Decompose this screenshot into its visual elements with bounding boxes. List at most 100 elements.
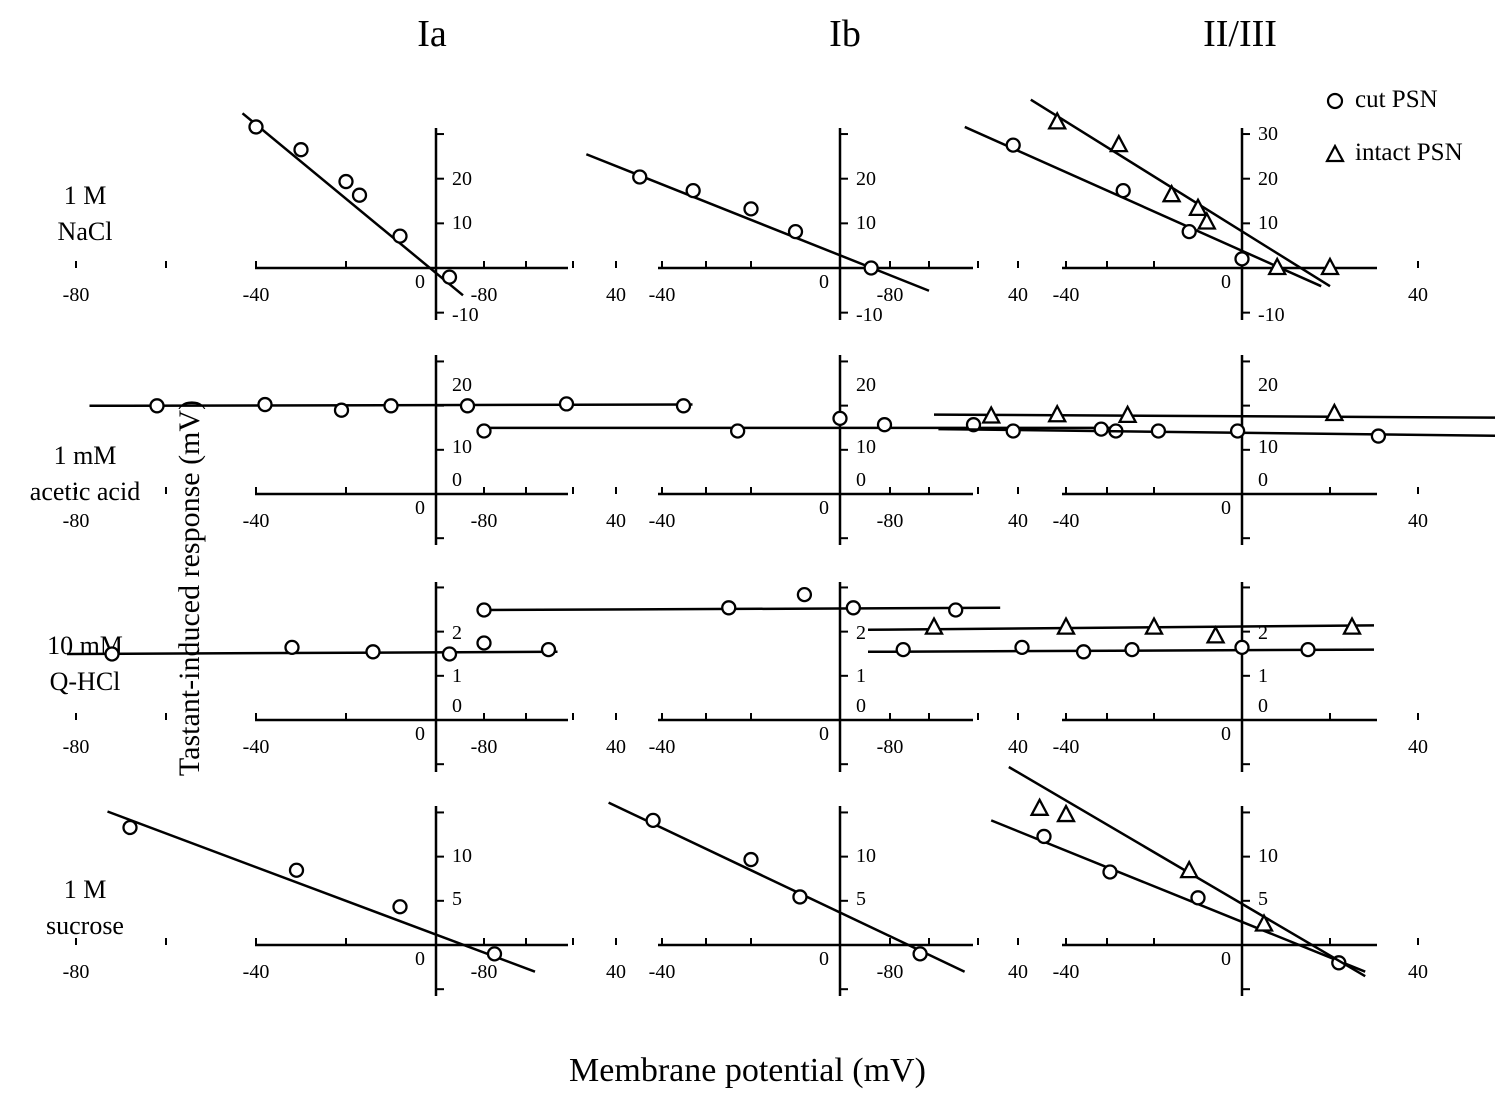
data-point-circle: [832, 410, 848, 427]
y-tick-label: 10: [1258, 212, 1278, 234]
fit-line: [990, 819, 1366, 973]
row-label-line1: 1 mM: [53, 441, 117, 470]
legend-label: cut PSN: [1355, 86, 1438, 113]
data-point-circle: [796, 586, 813, 603]
x-tick-label: 40: [1008, 736, 1028, 758]
data-point-circle: [730, 423, 746, 439]
panel-2: -80 -40 0 40 20 10 -10: [471, 128, 1108, 326]
fit-line: [1030, 98, 1331, 288]
data-point-circle: [912, 946, 928, 962]
y-tick-label: 10: [856, 212, 876, 234]
y-tick-label: 1: [1258, 665, 1268, 687]
x-tick-label: 0: [1221, 497, 1231, 519]
y-tick-label: 0: [1258, 469, 1268, 491]
x-tick-label: -80: [877, 284, 904, 306]
data-point-circle: [895, 641, 911, 658]
data-point-circle: [632, 169, 648, 185]
y-tick-label: 5: [452, 888, 462, 910]
data-point-circle: [459, 398, 476, 414]
data-point-circle: [288, 862, 305, 878]
x-tick-label: -80: [877, 961, 904, 983]
data-point-circle: [392, 899, 408, 915]
data-point-circle: [792, 889, 808, 905]
y-tick-label: 10: [452, 845, 472, 867]
x-tick-label: -40: [1053, 284, 1080, 306]
row-label-line1: 1 M: [63, 875, 107, 904]
panel-8: -80 -40 0 40 2 1 0: [471, 582, 1108, 772]
x-tick-label: -40: [649, 961, 676, 983]
x-tick-label: 40: [1408, 961, 1428, 983]
data-point-triangle: [1254, 913, 1274, 932]
data-point-triangle: [1056, 616, 1076, 635]
data-point-triangle: [1324, 402, 1345, 422]
data-point-circle: [383, 398, 399, 414]
x-tick-label: 0: [415, 948, 425, 970]
x-axis-label: Membrane potential (mV): [569, 1052, 926, 1089]
data-point-triangle: [1179, 859, 1200, 879]
data-point-triangle: [1320, 256, 1340, 276]
data-point-circle: [365, 644, 381, 660]
x-tick-label: 40: [1008, 961, 1028, 983]
data-point-circle: [392, 228, 408, 244]
data-point-circle: [645, 812, 661, 829]
panel-12: -80 -40 0 40 10 5: [877, 765, 1428, 996]
y-tick-label: 20: [1258, 374, 1278, 396]
x-tick-label: 40: [1008, 510, 1028, 532]
x-tick-label: -80: [471, 736, 498, 758]
data-point-circle: [743, 851, 759, 868]
data-point-circle: [1036, 828, 1052, 845]
data-point-circle: [721, 600, 737, 616]
x-tick-label: -80: [63, 284, 90, 306]
x-tick-label: -80: [63, 736, 90, 758]
x-tick-label: 40: [1408, 284, 1428, 306]
data-point-circle: [441, 269, 458, 285]
data-point-circle: [1014, 639, 1030, 656]
legend-label: intact PSN: [1355, 139, 1463, 166]
x-tick-label: -80: [471, 284, 498, 306]
y-tick-label: 10: [1258, 436, 1278, 458]
data-point-triangle: [1205, 624, 1226, 644]
data-point-circle: [675, 398, 692, 414]
row-label-line2: acetic acid: [29, 477, 141, 506]
y-tick-label: 0: [452, 469, 462, 491]
data-point-triangle: [1188, 197, 1208, 217]
y-tick-label: 2: [452, 622, 462, 644]
y-tick-label: 1: [856, 665, 866, 687]
data-point-triangle: [1144, 616, 1164, 635]
data-point-triangle: [1342, 616, 1362, 635]
data-point-circle: [149, 398, 165, 414]
data-point-circle: [787, 223, 804, 240]
legend-item-cut: cut PSN: [1325, 85, 1438, 115]
data-point-circle: [1190, 890, 1206, 906]
x-tick-label: 0: [819, 497, 829, 519]
data-point-triangle: [1117, 404, 1138, 424]
y-tick-label: -10: [452, 304, 479, 326]
y-tick-label: 30: [1258, 123, 1278, 145]
data-point-circle: [743, 201, 759, 217]
y-tick-label: 0: [856, 695, 866, 717]
x-tick-label: -40: [649, 736, 676, 758]
legend-item-intact: intact PSN: [1325, 138, 1463, 168]
row-label-line2: NaCl: [57, 217, 113, 246]
fit-line: [66, 650, 558, 656]
data-point-triangle: [1267, 256, 1288, 276]
x-tick-label: -80: [877, 510, 904, 532]
x-tick-label: 0: [415, 723, 425, 745]
x-tick-label: 0: [415, 497, 425, 519]
fit-line: [241, 112, 464, 297]
data-point-circle: [122, 819, 138, 836]
y-tick-label: 0: [856, 469, 866, 491]
x-tick-label: -40: [243, 961, 270, 983]
x-tick-label: -40: [243, 284, 270, 306]
panel-11: -80 -40 0 40 10 5: [471, 801, 1108, 996]
x-tick-label: -40: [649, 284, 676, 306]
y-tick-label: 20: [1258, 168, 1278, 190]
data-point-circle: [338, 173, 354, 190]
x-tick-label: 40: [606, 510, 626, 532]
column-title-ib: Ib: [829, 13, 861, 55]
y-tick-label: 10: [1258, 845, 1278, 867]
y-tick-label: 1: [452, 665, 462, 687]
y-tick-label: 0: [1258, 695, 1268, 717]
data-point-circle: [876, 417, 893, 433]
data-point-circle: [1124, 641, 1140, 658]
